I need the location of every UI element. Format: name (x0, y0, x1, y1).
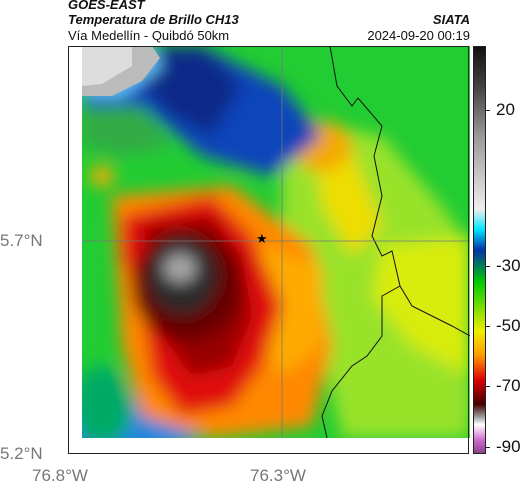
colorbar-tick (486, 386, 490, 387)
map-title: GOES-EAST (68, 0, 145, 12)
map-bottom-strip (68, 438, 469, 454)
star-icon: ★ (256, 231, 268, 246)
map-left-strip (68, 46, 82, 454)
satellite-image: ★ (82, 46, 470, 438)
location-label: Vía Medellín - Quibdó 50km (68, 28, 230, 43)
lat-tick-5-7: 5.7°N (0, 231, 43, 250)
brand-label: SIATA (432, 12, 470, 27)
colorbar-label-minus-30: -30 (496, 256, 521, 275)
colorbar-tick (486, 447, 490, 448)
colorbar-label-minus-70: -70 (496, 376, 521, 395)
colorbar-label-minus-50: -50 (496, 316, 521, 335)
colorbar-label-minus-90: -90 (496, 437, 521, 456)
colorbar-tick (486, 326, 490, 327)
colorbar-tick (486, 266, 490, 267)
lat-tick-5-2: 5.2°N (0, 444, 43, 463)
lon-tick-76-3: 76.3°W (250, 466, 306, 485)
timestamp-label: 2024-09-20 00:19 (367, 28, 470, 43)
colorbar (473, 46, 486, 454)
colorbar-label-20: 20 (496, 100, 515, 119)
map-subtitle: Temperatura de Brillo CH13 (68, 12, 239, 27)
colorbar-tick (486, 110, 490, 111)
lon-tick-76-8: 76.8°W (32, 466, 88, 485)
